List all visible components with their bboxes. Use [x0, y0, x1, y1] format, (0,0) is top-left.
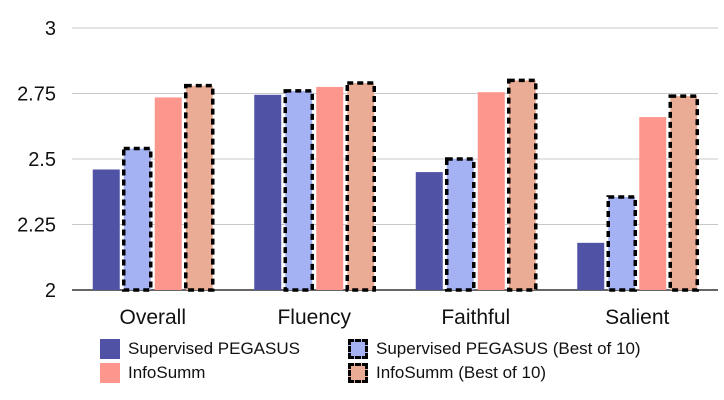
bar — [507, 78, 538, 292]
bar — [415, 172, 443, 290]
y-tick-label: 2 — [45, 280, 56, 302]
y-tick-label: 2.75 — [17, 84, 56, 106]
bar — [477, 92, 505, 290]
x-tick-label: Salient — [605, 306, 669, 329]
bar — [154, 97, 182, 291]
bar — [445, 157, 476, 292]
bar — [122, 146, 153, 292]
x-tick-label: Overall — [119, 306, 186, 329]
bar — [668, 94, 699, 292]
y-axis-ticks: 2 2.25 2.5 2.75 3 — [17, 18, 56, 302]
bars — [92, 78, 699, 292]
bar — [639, 117, 667, 290]
y-tick-label: 2.25 — [17, 215, 56, 237]
x-axis-ticks: Overall Fluency Faithful Salient — [119, 306, 669, 329]
x-tick-label: Faithful — [441, 306, 510, 329]
x-tick-label: Fluency — [277, 306, 351, 329]
bar — [92, 169, 120, 290]
bar — [577, 242, 605, 290]
bar — [316, 86, 344, 290]
bar — [606, 195, 637, 292]
bar — [283, 89, 314, 292]
bar — [254, 94, 282, 290]
bar — [184, 83, 215, 292]
bar — [345, 81, 376, 292]
y-tick-label: 2.5 — [28, 149, 56, 171]
y-tick-label: 3 — [45, 18, 56, 40]
